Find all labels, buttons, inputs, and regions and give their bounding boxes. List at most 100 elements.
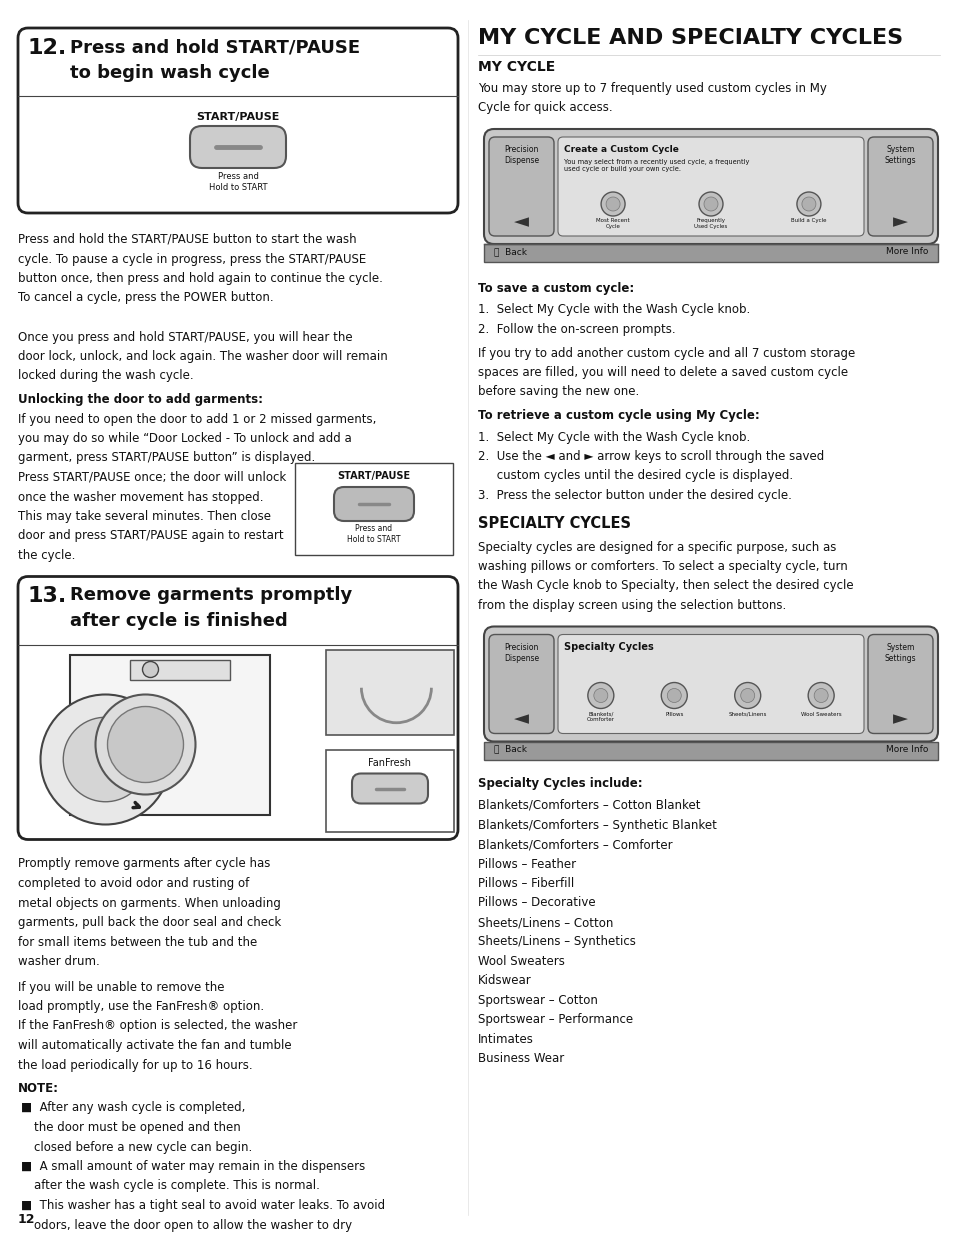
Circle shape	[95, 694, 195, 794]
Text: button once, then press and hold again to continue the cycle.: button once, then press and hold again t…	[18, 272, 382, 285]
Text: You may select from a recently used cycle, a frequently
used cycle or build your: You may select from a recently used cycl…	[563, 159, 749, 173]
Text: Sportswear – Cotton: Sportswear – Cotton	[477, 994, 598, 1007]
Circle shape	[796, 191, 821, 216]
FancyBboxPatch shape	[190, 126, 286, 168]
Text: after cycle is finished: after cycle is finished	[70, 613, 288, 631]
Text: Pillows – Decorative: Pillows – Decorative	[477, 897, 595, 909]
Bar	[483, 245, 937, 262]
Circle shape	[600, 191, 624, 216]
Text: Business Wear: Business Wear	[477, 1052, 563, 1066]
Text: ◄: ◄	[514, 212, 529, 231]
Text: Sportswear – Performance: Sportswear – Performance	[477, 1014, 633, 1026]
Text: Blankets/Comforters – Comforter: Blankets/Comforters – Comforter	[477, 839, 672, 851]
Text: Sheets/Linens: Sheets/Linens	[728, 711, 766, 716]
Circle shape	[807, 683, 833, 709]
Text: to begin wash cycle: to begin wash cycle	[70, 64, 270, 82]
Text: washer drum.: washer drum.	[18, 955, 100, 968]
Text: ◄: ◄	[514, 709, 529, 729]
Text: NOTE:: NOTE:	[18, 1082, 59, 1095]
Text: Promptly remove garments after cycle has: Promptly remove garments after cycle has	[18, 857, 270, 871]
Circle shape	[142, 662, 158, 678]
Text: before saving the new one.: before saving the new one.	[477, 385, 639, 399]
Text: More Info: More Info	[884, 745, 927, 753]
Text: More Info: More Info	[884, 247, 927, 256]
Circle shape	[660, 683, 686, 709]
Bar	[326, 650, 454, 735]
Text: the door must be opened and then: the door must be opened and then	[34, 1121, 240, 1134]
FancyBboxPatch shape	[352, 773, 428, 804]
Text: odors, leave the door open to allow the washer to dry: odors, leave the door open to allow the …	[34, 1219, 352, 1231]
Text: Create a Custom Cycle: Create a Custom Cycle	[563, 144, 679, 154]
Circle shape	[108, 706, 183, 783]
Text: FanFresh: FanFresh	[368, 757, 411, 767]
Text: metal objects on garments. When unloading: metal objects on garments. When unloadin…	[18, 897, 280, 909]
Text: Blankets/Comforters – Synthetic Blanket: Blankets/Comforters – Synthetic Blanket	[477, 819, 716, 831]
Text: MY CYCLE AND SPECIALTY CYCLES: MY CYCLE AND SPECIALTY CYCLES	[477, 28, 902, 48]
Text: If the FanFresh® option is selected, the washer: If the FanFresh® option is selected, the…	[18, 1020, 297, 1032]
Text: 3.  Press the selector button under the desired cycle.: 3. Press the selector button under the d…	[477, 489, 791, 501]
Text: System
Settings: System Settings	[883, 642, 915, 663]
Text: Specialty cycles are designed for a specific purpose, such as: Specialty cycles are designed for a spec…	[477, 541, 836, 553]
Text: Blankets/Comforters – Cotton Blanket: Blankets/Comforters – Cotton Blanket	[477, 799, 700, 811]
Circle shape	[40, 694, 171, 825]
Text: Most Recent
Cycle: Most Recent Cycle	[596, 219, 629, 228]
Text: Remove garments promptly: Remove garments promptly	[70, 587, 352, 604]
Text: Kidswear: Kidswear	[477, 974, 531, 988]
FancyBboxPatch shape	[18, 28, 457, 212]
Text: 1.  Select My Cycle with the Wash Cycle knob.: 1. Select My Cycle with the Wash Cycle k…	[477, 304, 749, 316]
Text: 1.  Select My Cycle with the Wash Cycle knob.: 1. Select My Cycle with the Wash Cycle k…	[477, 431, 749, 443]
Text: Specialty Cycles include:: Specialty Cycles include:	[477, 778, 642, 790]
Text: ■  After any wash cycle is completed,: ■ After any wash cycle is completed,	[21, 1102, 245, 1114]
Circle shape	[699, 191, 722, 216]
Text: Build a Cycle: Build a Cycle	[790, 219, 826, 224]
Text: locked during the wash cycle.: locked during the wash cycle.	[18, 369, 193, 383]
Text: If you need to open the door to add 1 or 2 missed garments,: If you need to open the door to add 1 or…	[18, 412, 376, 426]
Text: ⮨  Back: ⮨ Back	[494, 247, 526, 256]
FancyBboxPatch shape	[489, 137, 554, 236]
Text: spaces are filled, you will need to delete a saved custom cycle: spaces are filled, you will need to dele…	[477, 366, 847, 379]
Bar	[483, 741, 937, 760]
Text: 12.: 12.	[28, 38, 67, 58]
Text: Pillows: Pillows	[664, 711, 682, 716]
Circle shape	[813, 688, 827, 703]
Text: To cancel a cycle, press the POWER button.: To cancel a cycle, press the POWER butto…	[18, 291, 274, 305]
FancyBboxPatch shape	[483, 128, 937, 245]
FancyBboxPatch shape	[867, 635, 932, 734]
FancyBboxPatch shape	[334, 487, 414, 521]
Text: Unlocking the door to add garments:: Unlocking the door to add garments:	[18, 393, 263, 406]
Text: Press START/PAUSE once; the door will unlock: Press START/PAUSE once; the door will un…	[18, 471, 286, 484]
Text: Precision
Dispense: Precision Dispense	[503, 642, 538, 663]
FancyBboxPatch shape	[867, 137, 932, 236]
Text: START/PAUSE: START/PAUSE	[196, 112, 279, 122]
Text: Sheets/Linens – Synthetics: Sheets/Linens – Synthetics	[477, 935, 636, 948]
Text: ■  This washer has a tight seal to avoid water leaks. To avoid: ■ This washer has a tight seal to avoid …	[21, 1199, 385, 1212]
Text: cycle. To pause a cycle in progress, press the START/PAUSE: cycle. To pause a cycle in progress, pre…	[18, 252, 366, 266]
Text: you may do so while “Door Locked - To unlock and add a: you may do so while “Door Locked - To un…	[18, 432, 352, 445]
Text: Cycle for quick access.: Cycle for quick access.	[477, 101, 612, 115]
Text: MY CYCLE: MY CYCLE	[477, 61, 555, 74]
Text: Press and
Hold to START: Press and Hold to START	[209, 172, 267, 193]
Text: Specialty Cycles: Specialty Cycles	[563, 642, 653, 652]
Text: SPECIALTY CYCLES: SPECIALTY CYCLES	[477, 516, 630, 531]
FancyBboxPatch shape	[489, 635, 554, 734]
Text: This may take several minutes. Then close: This may take several minutes. Then clos…	[18, 510, 271, 522]
Text: Press and hold the START/PAUSE button to start the wash: Press and hold the START/PAUSE button to…	[18, 233, 356, 246]
Bar	[326, 750, 454, 831]
Text: If you try to add another custom cycle and all 7 custom storage: If you try to add another custom cycle a…	[477, 347, 854, 359]
Text: Intimates: Intimates	[477, 1032, 534, 1046]
Text: ►: ►	[892, 212, 907, 231]
Text: after the wash cycle is complete. This is normal.: after the wash cycle is complete. This i…	[34, 1179, 319, 1193]
Text: the Wash Cycle knob to Specialty, then select the desired cycle: the Wash Cycle knob to Specialty, then s…	[477, 579, 853, 593]
Text: closed before a new cycle can begin.: closed before a new cycle can begin.	[34, 1140, 252, 1153]
Text: If you will be unable to remove the: If you will be unable to remove the	[18, 981, 224, 993]
Circle shape	[593, 688, 607, 703]
Text: Precision
Dispense: Precision Dispense	[503, 144, 538, 165]
FancyBboxPatch shape	[18, 577, 457, 840]
Text: 2.  Use the ◄ and ► arrow keys to scroll through the saved: 2. Use the ◄ and ► arrow keys to scroll …	[477, 450, 823, 463]
Text: will automatically activate the fan and tumble: will automatically activate the fan and …	[18, 1039, 292, 1052]
Circle shape	[734, 683, 760, 709]
Text: 12: 12	[18, 1213, 35, 1226]
Text: Wool Sweaters: Wool Sweaters	[800, 711, 841, 716]
Text: door and press START/PAUSE again to restart: door and press START/PAUSE again to rest…	[18, 530, 283, 542]
Text: 2.  Follow the on-screen prompts.: 2. Follow the on-screen prompts.	[477, 324, 675, 336]
